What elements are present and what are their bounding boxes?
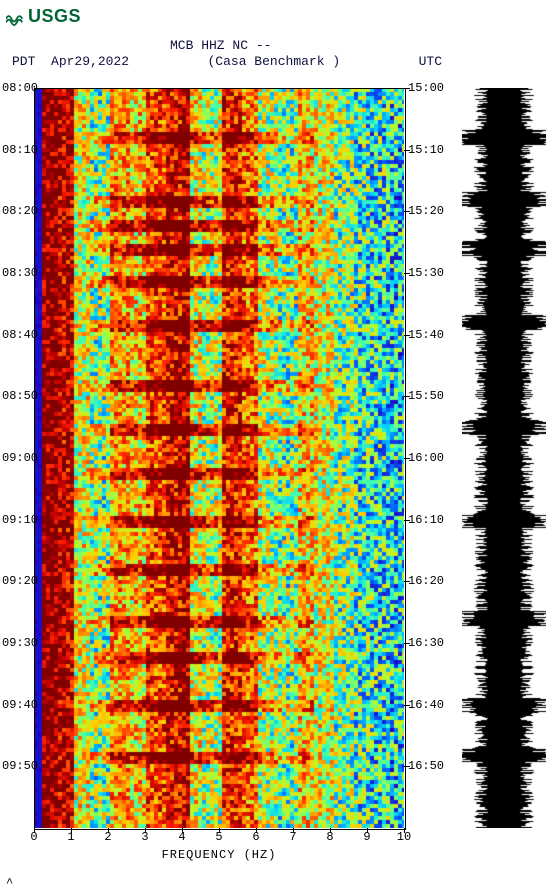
y-right-label: 15:20 xyxy=(408,204,444,218)
y-right-label: 15:30 xyxy=(408,266,444,280)
y-tick xyxy=(404,520,410,521)
y-tick xyxy=(404,211,410,212)
y-right-label: 15:50 xyxy=(408,389,444,403)
y-tick xyxy=(404,766,410,767)
y-axis-left: 08:0008:1008:2008:3008:4008:5009:0009:10… xyxy=(0,88,36,828)
y-tick xyxy=(404,705,410,706)
y-tick xyxy=(404,273,410,274)
y-right-label: 16:00 xyxy=(408,451,444,465)
usgs-logo: USGS xyxy=(6,6,81,27)
y-left-label: 08:10 xyxy=(2,143,38,157)
y-right-label: 15:10 xyxy=(408,143,444,157)
logo-text: USGS xyxy=(28,6,81,27)
y-tick xyxy=(404,643,410,644)
y-left-label: 09:20 xyxy=(2,574,38,588)
tz-right: UTC xyxy=(419,54,442,69)
y-left-label: 09:40 xyxy=(2,698,38,712)
y-left-label: 09:10 xyxy=(2,513,38,527)
y-tick xyxy=(404,335,410,336)
y-left-label: 09:00 xyxy=(2,451,38,465)
spectrogram-canvas xyxy=(34,88,404,828)
x-tick xyxy=(182,828,183,833)
caret-mark: ^ xyxy=(6,876,13,890)
y-tick xyxy=(404,150,410,151)
waveform-plot xyxy=(462,88,546,828)
tz-left: PDT xyxy=(12,54,35,69)
y-left-label: 08:00 xyxy=(2,81,38,95)
y-left-label: 08:50 xyxy=(2,389,38,403)
y-left-label: 08:20 xyxy=(2,204,38,218)
y-left-label: 08:40 xyxy=(2,328,38,342)
x-tick xyxy=(145,828,146,833)
y-left-label: 08:30 xyxy=(2,266,38,280)
y-left-label: 09:50 xyxy=(2,759,38,773)
x-tick xyxy=(330,828,331,833)
x-tick xyxy=(71,828,72,833)
station-id: MCB HHZ NC -- xyxy=(170,38,271,53)
y-right-label: 16:20 xyxy=(408,574,444,588)
x-axis: 012345678910 xyxy=(34,830,404,850)
date: Apr29,2022 xyxy=(51,54,129,69)
x-tick xyxy=(404,828,405,833)
x-axis-title: FREQUENCY (HZ) xyxy=(34,848,404,862)
y-left-label: 09:30 xyxy=(2,636,38,650)
y-right-label: 16:30 xyxy=(408,636,444,650)
x-tick xyxy=(293,828,294,833)
x-tick xyxy=(256,828,257,833)
y-tick xyxy=(404,88,410,89)
y-axis-right: 15:0015:1015:2015:3015:4015:5016:0016:10… xyxy=(408,88,448,828)
y-tick xyxy=(404,396,410,397)
header-line: PDT Apr29,2022 (Casa Benchmark ) UTC xyxy=(12,54,442,69)
spectrogram-plot xyxy=(34,88,404,828)
waveform-canvas xyxy=(462,88,546,828)
y-right-label: 16:10 xyxy=(408,513,444,527)
y-right-label: 15:00 xyxy=(408,81,444,95)
y-right-label: 16:40 xyxy=(408,698,444,712)
y-right-label: 15:40 xyxy=(408,328,444,342)
y-right-label: 16:50 xyxy=(408,759,444,773)
location: (Casa Benchmark ) xyxy=(208,54,341,69)
y-tick xyxy=(404,458,410,459)
x-tick xyxy=(367,828,368,833)
x-tick xyxy=(34,828,35,833)
x-tick xyxy=(219,828,220,833)
wave-icon xyxy=(6,8,24,26)
x-tick xyxy=(108,828,109,833)
y-tick xyxy=(404,581,410,582)
